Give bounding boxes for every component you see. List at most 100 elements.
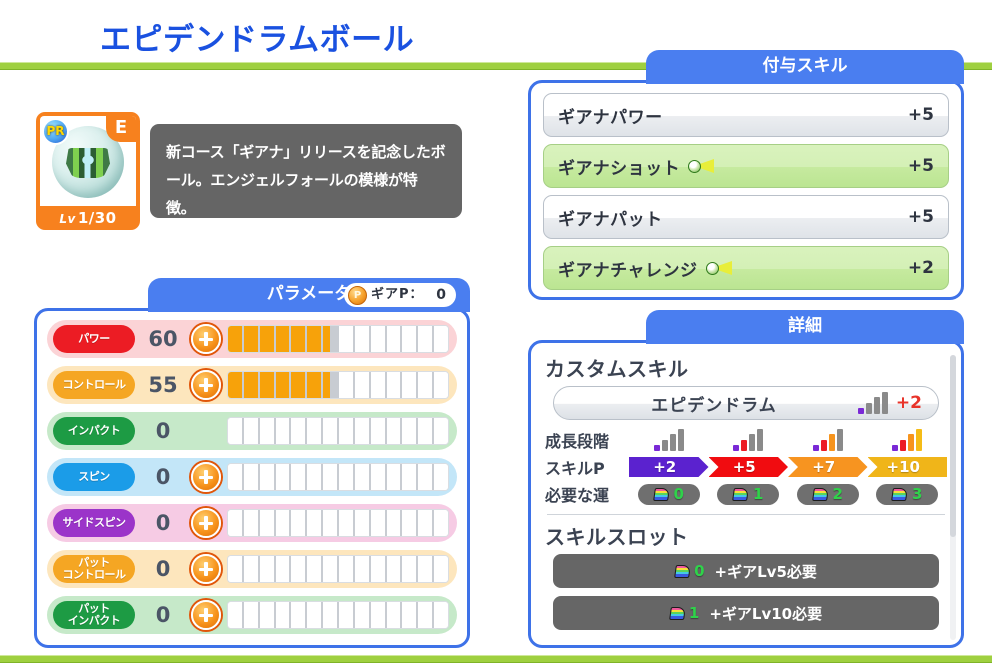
parameter-increase-button[interactable] <box>191 324 221 354</box>
parameter-bar-segment <box>339 372 355 398</box>
skill-point-value: +7 <box>812 458 836 476</box>
parameter-bar-segment <box>259 326 276 352</box>
parameter-bar-segment <box>259 464 276 490</box>
parameter-bar-segment <box>339 326 355 352</box>
required-luck-value: 3 <box>912 485 923 503</box>
parameter-label: スピン <box>53 463 135 491</box>
skill-point-segment: +5 <box>709 457 789 477</box>
parameter-bar-segment <box>402 602 419 628</box>
granted-skill-name: ギアナショット <box>558 158 681 179</box>
skill-point-value: +5 <box>732 458 756 476</box>
skill-slot-row[interactable]: 1 +ギアLv10必要 <box>553 596 939 630</box>
parameter-bar-segment <box>402 372 419 398</box>
granted-skill-row[interactable]: ギアナチャレンジ +2 <box>543 246 949 290</box>
growth-bar <box>661 440 668 451</box>
parameter-label: パット インパクト <box>53 601 135 629</box>
gear-point-value: 0 <box>436 287 446 303</box>
parameter-increase-button[interactable] <box>191 554 221 584</box>
parameter-bar-segment <box>243 556 260 582</box>
required-luck-cell: 2 <box>788 483 868 505</box>
skill-point-value: +2 <box>653 458 677 476</box>
required-luck-badges: 0 1 2 3 <box>629 483 947 505</box>
parameter-bar <box>227 555 449 583</box>
growth-bar <box>828 434 835 451</box>
skill-point-segment: +10 <box>868 457 948 477</box>
parameter-bar-segment <box>434 464 448 490</box>
growth-stage-icon <box>812 429 843 451</box>
parameter-bar-segment <box>354 372 371 398</box>
custom-skill-row[interactable]: エピデンドラム +2 <box>553 386 939 420</box>
rarity-badge: E <box>106 116 136 142</box>
parameter-bar-segment <box>434 602 448 628</box>
parameter-label: サイドスピン <box>53 509 135 537</box>
parameter-bar-segment <box>243 510 260 536</box>
parameter-bar-segment <box>259 602 276 628</box>
parameter-bar-segment <box>323 326 340 352</box>
parameter-increase-button[interactable] <box>191 508 221 538</box>
parameter-bar-segment <box>434 326 448 352</box>
parameter-bar-segment <box>434 556 448 582</box>
parameter-bar-segment <box>307 464 324 490</box>
detail-body: カスタムスキル エピデンドラム +2 成長段階 スキルP +2 +5 +7 +10 必… <box>528 340 964 648</box>
skill-slot-row[interactable]: 0 +ギアLv5必要 <box>553 554 939 588</box>
granted-skill-bonus: +5 <box>907 105 934 125</box>
parameter-bar-segment <box>418 464 435 490</box>
gear-coin-icon: P <box>348 285 367 305</box>
parameters-tab: パラメータ P ギアP： 0 <box>148 278 470 312</box>
growth-bar <box>820 440 827 451</box>
parameter-value: 0 <box>155 557 171 581</box>
detail-scrollbar[interactable] <box>950 355 956 640</box>
parameter-bar-segment <box>259 372 276 398</box>
growth-stage-label: 成長段階 <box>545 432 610 451</box>
required-luck-value: 2 <box>832 485 843 503</box>
parameter-bar-segment <box>434 510 448 536</box>
parameter-bar-segment <box>291 372 308 398</box>
luck-icon <box>732 487 749 501</box>
parameter-bar-segment <box>370 464 387 490</box>
parameter-bar-segment <box>386 464 403 490</box>
growth-bar <box>669 434 676 451</box>
parameter-bar-segment <box>228 464 244 490</box>
skill-slot-luck: 1 <box>688 604 700 622</box>
growth-stage-cell <box>629 429 709 451</box>
parameter-value: 60 <box>148 327 178 351</box>
ball-card[interactable]: PR E Lv 1/30 <box>36 112 140 230</box>
parameter-bar-segment <box>354 556 371 582</box>
parameter-bar-segment <box>370 510 387 536</box>
parameter-increase-button[interactable] <box>191 370 221 400</box>
granted-skill-row[interactable]: ギアナパワー +5 <box>543 93 949 137</box>
parameter-bar-segment <box>307 326 324 352</box>
growth-stage-icons <box>629 429 947 451</box>
parameter-bar-segment <box>339 602 355 628</box>
skill-point-row: スキルP +2 +5 +7 +10 <box>545 455 947 479</box>
parameter-bar-segment <box>243 602 260 628</box>
parameter-value: 0 <box>155 465 171 489</box>
granted-skill-row[interactable]: ギアナパット +5 <box>543 195 949 239</box>
parameter-increase-button[interactable] <box>191 600 221 630</box>
parameter-bar-segment <box>275 556 292 582</box>
parameter-list: パワー 60 コントロール 55 インパクト 0 スピン 0 サイドスピン 0 パット コントロール 0… <box>47 320 457 634</box>
detail-divider <box>547 514 945 515</box>
parameter-row: パワー 60 <box>47 320 457 358</box>
parameter-bar-segment <box>228 372 244 398</box>
parameter-bar-segment <box>370 602 387 628</box>
parameter-bar <box>227 371 449 399</box>
skill-point-strip: +2 +5 +7 +10 <box>629 457 947 477</box>
growth-bar <box>733 445 740 451</box>
required-luck-label: 必要な運 <box>545 486 610 505</box>
growth-bar <box>865 403 872 414</box>
parameter-label: パット コントロール <box>53 555 135 583</box>
promo-badge: PR <box>42 118 69 145</box>
growth-bar <box>900 440 907 451</box>
parameter-bar-segment <box>291 418 308 444</box>
custom-skill-bonus: +2 <box>895 393 922 413</box>
growth-bar <box>881 392 888 414</box>
parameters-panel: パワー 60 コントロール 55 インパクト 0 スピン 0 サイドスピン 0 パット コントロール 0… <box>34 278 470 648</box>
detail-scrollbar-thumb[interactable] <box>950 355 956 537</box>
granted-skill-row[interactable]: ギアナショット +5 <box>543 144 949 188</box>
parameter-increase-button[interactable] <box>191 462 221 492</box>
growth-bar <box>812 445 819 451</box>
parameter-bar-segment <box>402 326 419 352</box>
granted-skills-tab: 付与スキル <box>646 50 964 84</box>
level-value: 1/30 <box>77 209 117 227</box>
